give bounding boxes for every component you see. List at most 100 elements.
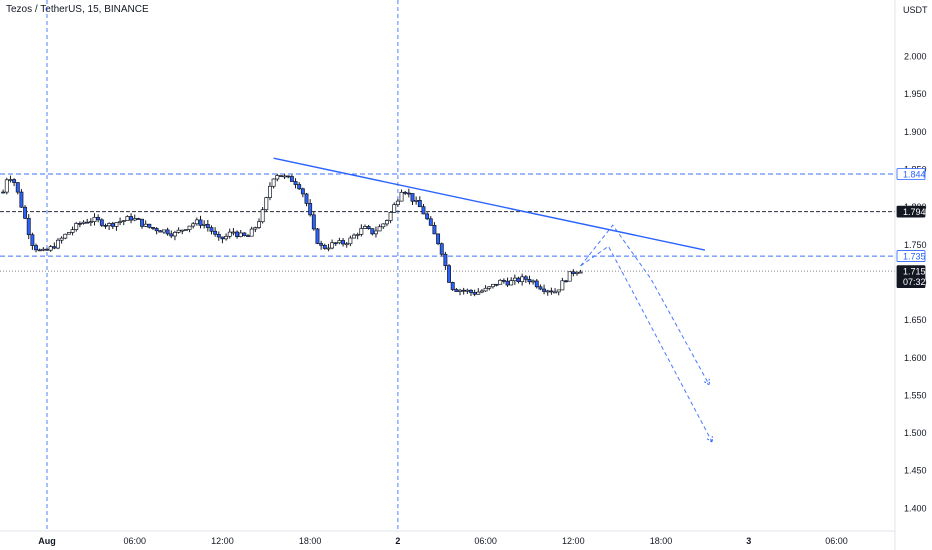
candle-body-71 <box>260 209 265 223</box>
projection-arrow-1 <box>706 436 713 444</box>
price-tick-label: 1.500 <box>904 428 927 438</box>
candle-body-98 <box>359 228 364 235</box>
candle-body-45 <box>165 229 170 235</box>
candle-body-154 <box>564 280 568 283</box>
candle-body-129 <box>472 292 477 295</box>
candle-body-101 <box>370 228 375 235</box>
candle-body-132 <box>483 287 488 292</box>
candle-body-92 <box>337 240 342 244</box>
candle-body-106 <box>388 212 393 221</box>
projection-arrow-0 <box>703 378 710 386</box>
candle-body-138 <box>505 280 510 286</box>
candle-body-53 <box>194 219 199 225</box>
horizontal-levels <box>0 173 895 272</box>
candle-body-79 <box>289 176 294 182</box>
candle-body-73 <box>268 185 272 198</box>
candle-body-91 <box>333 242 338 245</box>
candle-body-113 <box>414 200 419 202</box>
candle-body-30 <box>110 223 115 227</box>
price-tick-label: 1.450 <box>904 466 927 476</box>
time-axis[interactable]: Aug 06:00 12:00 18:00 2 06:00 12:00 18:00 3 06:00 <box>38 536 847 546</box>
price-tag-label: 1.844 <box>903 169 926 179</box>
trendline-group[interactable] <box>273 157 706 251</box>
price-tick-label: 1.650 <box>904 315 927 325</box>
candle-body-7 <box>26 217 31 236</box>
candle-body-119 <box>436 233 441 245</box>
candle-body-61 <box>224 235 229 240</box>
candle-body-14 <box>52 246 57 249</box>
projection-paths[interactable] <box>580 224 713 444</box>
candle-body-75 <box>275 175 280 180</box>
candle-body-104 <box>381 223 386 228</box>
candle-body-115 <box>421 206 426 215</box>
trendline[interactable] <box>273 157 706 251</box>
time-tick-label: 06:00 <box>123 536 146 546</box>
candle-body-40 <box>147 223 152 228</box>
candle-body-26 <box>96 216 101 221</box>
candle-body-76 <box>278 175 283 177</box>
price-tick-label: 1.950 <box>904 89 927 99</box>
candle-body-110 <box>403 191 408 194</box>
candle-body-9 <box>34 245 38 251</box>
price-tick-label: 2.000 <box>904 51 927 61</box>
candle-body-143 <box>523 276 528 280</box>
candle-body-12 <box>45 248 49 251</box>
candle-body-24 <box>88 221 93 223</box>
candle-body-18 <box>66 232 71 235</box>
candle-body-127 <box>465 289 470 292</box>
candle-body-3 <box>12 179 17 183</box>
candle-body-120 <box>439 243 444 255</box>
candle-body-147 <box>538 286 543 290</box>
candle-body-69 <box>253 227 258 230</box>
candles <box>1 173 583 297</box>
candle-body-81 <box>297 184 302 190</box>
candle-body-128 <box>469 289 473 293</box>
chart-title: Tezos / TetherUS, 15, BINANCE <box>6 4 149 15</box>
candle-body-62 <box>227 231 232 237</box>
price-tick-label: 1.550 <box>904 390 927 400</box>
candle-body-111 <box>406 192 411 195</box>
projection-path-0[interactable] <box>580 224 710 386</box>
candle-body-114 <box>417 200 422 208</box>
candle-body-28 <box>103 225 108 227</box>
candle-body-136 <box>498 279 503 285</box>
candle-body-89 <box>326 247 331 250</box>
candle-body-32 <box>118 221 123 223</box>
candle-body-51 <box>187 225 192 230</box>
candle-body-27 <box>99 219 104 226</box>
candle-body-78 <box>286 175 291 178</box>
candle-body-87 <box>319 243 324 246</box>
candle-body-99 <box>363 226 367 229</box>
candle-body-11 <box>41 248 46 251</box>
candle-body-60 <box>220 236 225 240</box>
time-tick-label: 12:00 <box>562 536 585 546</box>
candle-body-46 <box>169 233 174 237</box>
candle-body-66 <box>242 232 247 236</box>
candle-body-117 <box>428 218 433 226</box>
candle-body-37 <box>136 218 141 220</box>
candle-body-152 <box>556 289 561 293</box>
candle-body-13 <box>48 246 53 251</box>
candle-body-2 <box>8 179 13 181</box>
candle-body-116 <box>425 213 430 220</box>
candle-body-97 <box>355 234 360 236</box>
candle-body-88 <box>322 244 327 249</box>
candle-body-65 <box>238 232 243 237</box>
candle-body-72 <box>264 197 269 211</box>
candle-body-15 <box>56 239 60 249</box>
candle-body-36 <box>132 218 137 221</box>
candle-body-54 <box>198 219 203 226</box>
candle-body-131 <box>479 290 484 293</box>
time-tick-label: 06:00 <box>825 536 848 546</box>
price-tick-label: 1.600 <box>904 353 927 363</box>
candle-body-1 <box>4 179 9 193</box>
candle-body-146 <box>534 280 539 288</box>
price-tag-1.735 <box>896 250 926 262</box>
candle-body-142 <box>520 276 525 282</box>
candle-body-95 <box>348 237 353 245</box>
candle-body-86 <box>315 228 320 244</box>
candle-body-133 <box>487 286 492 289</box>
projection-path-1[interactable] <box>580 245 713 443</box>
candle-body-93 <box>341 240 346 245</box>
